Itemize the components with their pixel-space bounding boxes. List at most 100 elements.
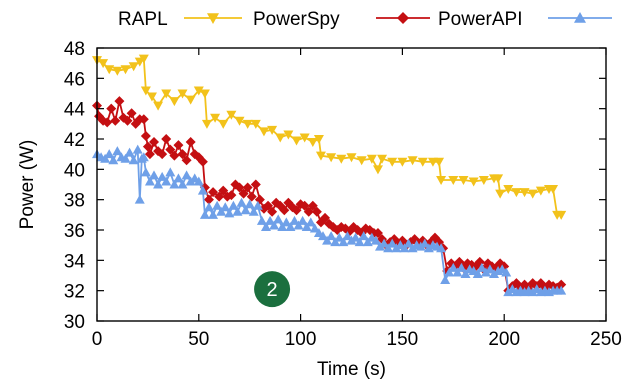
data-point (501, 267, 512, 277)
data-point (372, 165, 383, 175)
data-point (193, 86, 204, 96)
data-point (134, 194, 145, 204)
data-point (358, 231, 369, 241)
data-point (472, 268, 483, 278)
data-point (169, 97, 180, 107)
y-tick-label: 32 (64, 282, 85, 303)
y-axis: 30 32 34 36 38 40 42 44 46 48 (64, 39, 606, 333)
data-point (98, 59, 109, 69)
x-tick-label: 150 (387, 329, 419, 350)
annotation-label: 2 (267, 279, 278, 301)
data-point (165, 144, 176, 155)
data-point (478, 175, 489, 185)
data-point (218, 185, 229, 196)
data-point (199, 89, 210, 99)
series-layer (92, 54, 567, 297)
data-point (493, 174, 504, 184)
data-point (291, 205, 302, 216)
y-tick-label: 48 (64, 39, 85, 60)
data-point (370, 235, 381, 245)
x-axis: 0 50 100 150 200 250 (92, 48, 622, 350)
data-point (377, 154, 388, 164)
data-point (511, 188, 522, 198)
legend-marker-powerspy (397, 12, 409, 24)
data-point (535, 186, 546, 196)
data-point (238, 188, 249, 199)
data-point (197, 185, 208, 195)
data-point (228, 200, 239, 210)
data-point (153, 101, 164, 111)
data-point (254, 194, 265, 205)
data-point (140, 130, 151, 141)
y-axis-label: Power (W) (17, 140, 38, 230)
data-point (476, 262, 487, 272)
data-point (177, 149, 188, 160)
data-point (297, 215, 308, 225)
data-point (311, 206, 322, 217)
data-point (440, 275, 451, 285)
data-point (142, 141, 153, 152)
data-point (246, 191, 257, 202)
data-point (387, 157, 398, 167)
data-point (185, 95, 196, 105)
data-point (379, 238, 390, 248)
data-point (244, 199, 255, 209)
data-point (149, 170, 160, 180)
data-point (122, 115, 133, 126)
data-point (289, 215, 300, 225)
data-point (350, 232, 361, 242)
data-point (124, 147, 135, 157)
legend-label-rapl: RAPL (118, 9, 168, 30)
data-point (403, 238, 414, 248)
data-point (120, 65, 131, 75)
data-point (338, 237, 349, 247)
data-point (285, 221, 296, 231)
data-point (177, 179, 188, 189)
data-point (144, 176, 155, 186)
data-point (356, 156, 367, 166)
data-point (250, 119, 261, 129)
data-point (313, 135, 324, 144)
data-point (460, 268, 471, 278)
data-point (279, 205, 290, 216)
data-point (161, 89, 172, 99)
data-point (144, 149, 155, 160)
data-point (548, 185, 559, 195)
data-point (407, 156, 418, 166)
data-point (256, 215, 267, 225)
data-point (283, 130, 294, 140)
data-point (527, 189, 538, 199)
data-point (342, 231, 353, 241)
y-tick-label: 46 (64, 69, 85, 90)
data-point (161, 134, 172, 144)
data-point (181, 155, 192, 166)
data-point (138, 114, 149, 125)
x-tick-label: 50 (188, 329, 209, 350)
data-point (307, 200, 318, 211)
data-point (197, 156, 208, 167)
data-point (291, 136, 302, 146)
data-point (234, 116, 245, 126)
data-point (456, 262, 467, 272)
data-point (212, 200, 223, 210)
y-tick-label: 42 (64, 130, 85, 151)
data-point (303, 206, 314, 217)
data-point (157, 149, 168, 160)
data-point (177, 89, 188, 99)
data-point (269, 220, 280, 230)
data-point (452, 267, 463, 277)
data-point (372, 228, 383, 239)
data-point (334, 232, 345, 242)
data-point (468, 177, 479, 187)
data-point (149, 137, 160, 148)
data-point (201, 119, 212, 129)
legend-label-powerapi: PowerAPI (438, 9, 522, 30)
data-point (326, 153, 337, 163)
data-point (419, 238, 430, 248)
data-point (293, 220, 304, 230)
data-point (173, 173, 184, 183)
data-point (448, 262, 459, 272)
data-point (556, 285, 567, 295)
x-tick-label: 250 (590, 329, 622, 350)
